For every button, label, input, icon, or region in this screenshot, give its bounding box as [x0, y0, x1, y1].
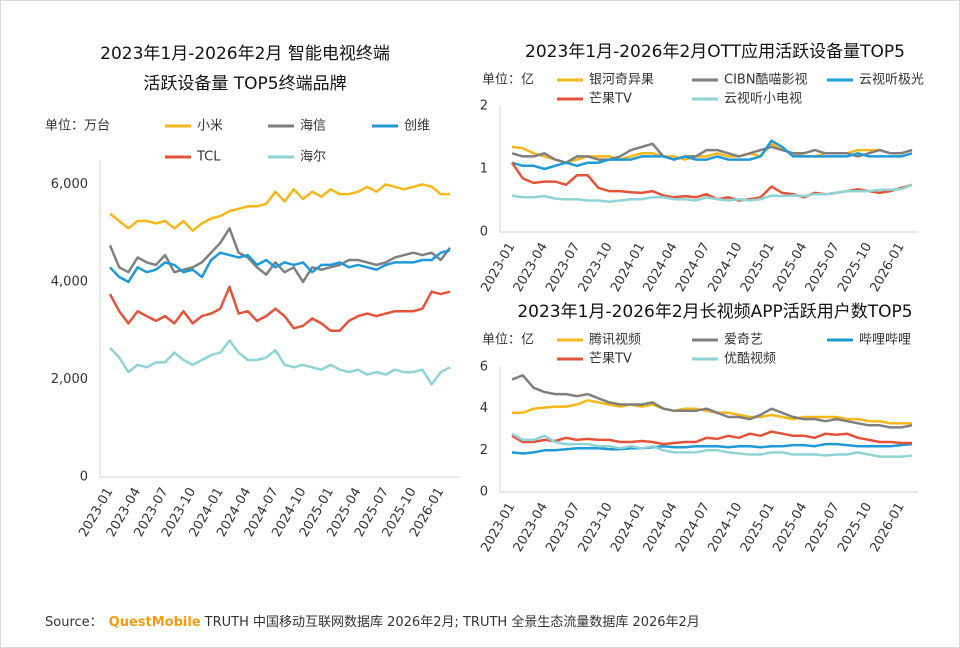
y-tick-label: 0	[480, 225, 488, 240]
y-tick-label: 6,000	[51, 177, 88, 192]
y-tick-label: 6	[480, 360, 488, 375]
legend-label: 腾讯视频	[589, 332, 641, 348]
source-text: TRUTH 中国移动互联网数据库 2026年2月; TRUTH 全景生态流量数据…	[204, 614, 700, 630]
legend-label: 优酷视频	[724, 352, 776, 367]
series-line	[511, 430, 912, 446]
legend-label: CIBN酷喵影视	[724, 73, 808, 88]
series-line	[108, 285, 451, 332]
y-tick-label: 4,000	[51, 274, 88, 289]
source-brand: QuestMobile	[109, 615, 201, 630]
series-line	[511, 374, 913, 429]
legend-label: 海尔	[300, 150, 326, 165]
series-line	[511, 432, 913, 458]
y-tick-label: 1	[480, 162, 488, 177]
chart-title: 活跃设备量 TOP5终端品牌	[143, 74, 346, 94]
y-tick-label: 2	[480, 443, 488, 458]
chart-title: 2023年1月-2026年2月OTT应用活跃设备量TOP5	[525, 42, 905, 62]
y-tick-label: 2	[480, 99, 488, 114]
legend-label: 哔哩哔哩	[859, 333, 911, 348]
y-tick-label: 4	[480, 401, 488, 416]
legend-label: 创维	[404, 119, 430, 134]
legend-label: 海信	[300, 119, 326, 134]
chart-title: 2023年1月-2026年2月 智能电视终端	[100, 44, 390, 64]
legend-label: 云视听极光	[859, 73, 924, 88]
source: Source： QuestMobile TRUTH 中国移动互联网数据库 2026年…	[45, 614, 700, 630]
series-line	[511, 442, 913, 455]
legend-label: 芒果TV	[589, 91, 632, 107]
series-line	[511, 142, 913, 164]
legend-label: 爱奇艺	[724, 332, 763, 348]
series-line	[109, 248, 451, 284]
y-tick-label: 2,000	[51, 372, 88, 387]
series-line	[109, 183, 450, 232]
chart-title: 2023年1月-2026年2月长视频APP活跃用户数TOP5	[517, 302, 912, 322]
legend-label: 银河奇异果	[589, 72, 654, 88]
legend-label: 小米	[197, 119, 223, 134]
unit-label: 单位：亿	[482, 73, 534, 88]
legend-label: TCL	[196, 150, 221, 165]
series-line	[109, 339, 451, 386]
source-label: Source：	[45, 615, 103, 630]
y-tick-label: 0	[80, 470, 88, 485]
legend-label: 云视听小电视	[724, 92, 802, 107]
unit-label: 单位：万台	[45, 119, 110, 134]
series-line	[511, 183, 913, 204]
unit-label: 单位：亿	[482, 333, 534, 348]
y-tick-label: 0	[480, 485, 488, 500]
series-line	[108, 227, 451, 284]
legend-label: 芒果TV	[589, 351, 632, 367]
series-line	[511, 139, 913, 171]
